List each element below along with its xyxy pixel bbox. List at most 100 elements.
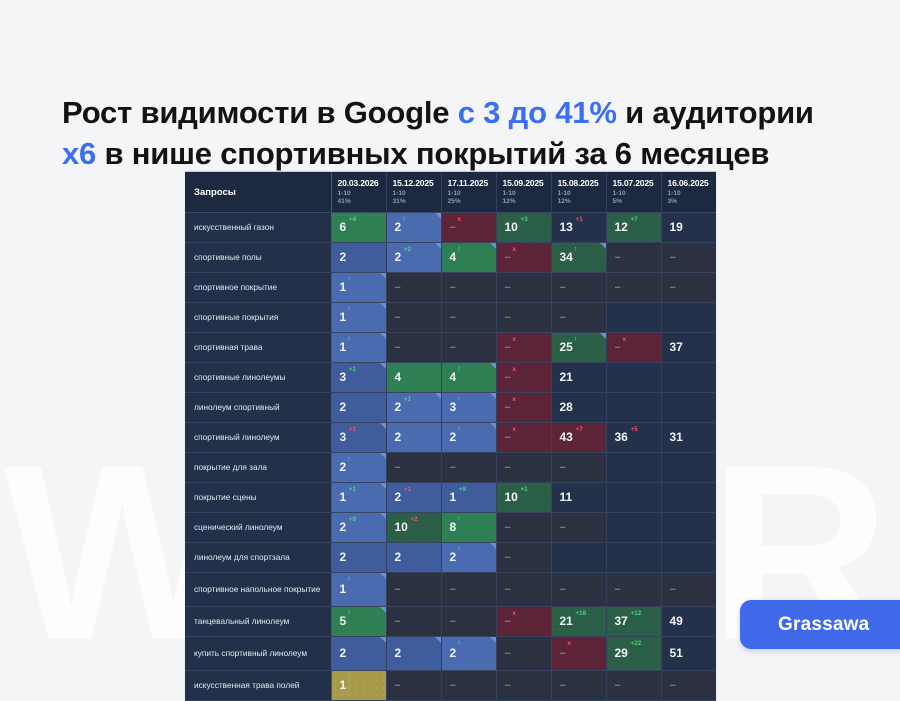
rank-cell[interactable]: -- [386, 302, 442, 333]
rank-cell[interactable] [661, 302, 716, 333]
rank-cell[interactable]: 1 +9 [441, 482, 497, 513]
rank-cell[interactable]: -- x [496, 362, 552, 393]
rank-cell[interactable]: 49 [661, 606, 716, 637]
rank-cell[interactable] [606, 362, 662, 393]
rank-cell[interactable] [661, 392, 716, 423]
rank-cell[interactable]: 1 ↑ [331, 302, 387, 333]
rank-cell[interactable]: 25 ↑ [551, 332, 607, 363]
rank-cell[interactable]: 31 [661, 422, 716, 453]
row-keyword-label[interactable]: спортивное напольное покрытие [185, 572, 332, 607]
rank-cell[interactable]: 51 [661, 636, 716, 671]
row-keyword-label[interactable]: спортивная трава [185, 332, 332, 363]
rank-cell[interactable]: 2 +2 [386, 242, 442, 273]
rank-cell[interactable]: 3 +1 [331, 362, 387, 393]
rank-cell[interactable]: -- x [496, 422, 552, 453]
rank-cell[interactable]: 1 ↑ [331, 572, 387, 607]
rank-cell[interactable] [606, 482, 662, 513]
rank-cell[interactable] [606, 392, 662, 423]
rank-cell[interactable]: 2 [331, 636, 387, 671]
rank-cell[interactable]: 2 [386, 542, 442, 573]
rank-cell[interactable] [661, 452, 716, 483]
column-header-date-2[interactable]: 15.12.2025 1-10 31% [386, 172, 442, 213]
rank-cell[interactable]: 2 ↑ [441, 636, 497, 671]
rank-cell[interactable]: -- [606, 242, 662, 273]
rank-cell[interactable]: -- [386, 332, 442, 363]
rank-cell[interactable]: 4 [386, 362, 442, 393]
rank-cell[interactable]: 1 ↑ [331, 332, 387, 363]
rank-cell[interactable]: -- x [496, 392, 552, 423]
rank-cell[interactable]: -- [496, 512, 552, 543]
column-header-keyword[interactable]: Запросы [185, 172, 332, 213]
rank-cell[interactable]: 36 +5 [606, 422, 662, 453]
rank-cell[interactable]: 4 ↑ [441, 362, 497, 393]
rank-cell[interactable]: -- [496, 542, 552, 573]
rank-cell[interactable]: 2 [331, 242, 387, 273]
rank-cell[interactable]: -- [496, 272, 552, 303]
rank-cell[interactable]: -- x [441, 212, 497, 243]
rank-cell[interactable]: 2 [331, 542, 387, 573]
row-keyword-label[interactable]: покрытие для зала [185, 452, 332, 483]
rank-cell[interactable] [606, 452, 662, 483]
rank-cell[interactable]: -- [551, 572, 607, 607]
column-header-date-3[interactable]: 17.11.2025 1-10 25% [441, 172, 497, 213]
rank-cell[interactable]: 19 [661, 212, 716, 243]
rank-cell[interactable]: -- [551, 272, 607, 303]
rank-cell[interactable]: -- x [496, 606, 552, 637]
row-keyword-label[interactable]: спортивные линолеумы [185, 362, 332, 393]
row-keyword-label[interactable]: спортивный линолеум [185, 422, 332, 453]
rank-cell[interactable]: 34 ↑ [551, 242, 607, 273]
rank-cell[interactable]: 2 ↑ [441, 422, 497, 453]
brand-button[interactable]: Grassawa [740, 600, 900, 649]
rank-cell[interactable]: -- [496, 636, 552, 671]
rank-cell[interactable]: -- [661, 572, 716, 607]
rank-cell[interactable] [661, 542, 716, 573]
rank-cell[interactable]: 37 +12 [606, 606, 662, 637]
rank-cell[interactable]: 37 [661, 332, 716, 363]
rank-cell[interactable]: 2 +1 [386, 392, 442, 423]
rank-cell[interactable] [661, 512, 716, 543]
rank-cell[interactable]: -- [661, 272, 716, 303]
rank-cell[interactable]: 12 +7 [606, 212, 662, 243]
rank-cell[interactable] [606, 512, 662, 543]
rank-cell[interactable]: -- [386, 272, 442, 303]
rank-cell[interactable]: 10 +1 [496, 482, 552, 513]
column-header-date-7[interactable]: 16.06.2025 1-10 3% [661, 172, 716, 213]
column-header-date-1[interactable]: 20.03.2026 1-10 41% [331, 172, 387, 213]
row-keyword-label[interactable]: спортивное покрытие [185, 272, 332, 303]
rank-cell[interactable]: 5 ↑ [331, 606, 387, 637]
rank-cell[interactable]: 28 [551, 392, 607, 423]
rank-cell[interactable]: 2 [386, 422, 442, 453]
rank-cell[interactable]: 6 +4 [331, 212, 387, 243]
rank-cell[interactable]: -- [386, 572, 442, 607]
rank-cell[interactable]: -- [441, 572, 497, 607]
rank-cell[interactable]: 2 [386, 636, 442, 671]
row-keyword-label[interactable]: линолеум для спортзала [185, 542, 332, 573]
rank-cell[interactable]: 21 [551, 362, 607, 393]
row-keyword-label[interactable]: танцевальный линолеум [185, 606, 332, 637]
column-header-date-5[interactable]: 15.08.2025 1-10 12% [551, 172, 607, 213]
rank-cell[interactable]: -- [441, 302, 497, 333]
rank-cell[interactable] [661, 362, 716, 393]
rank-cell[interactable]: 8 ↑ [441, 512, 497, 543]
rank-cell[interactable]: 2 ↑ [331, 452, 387, 483]
rank-cell[interactable]: -- [496, 302, 552, 333]
rank-cell[interactable]: 10 +2 [386, 512, 442, 543]
rank-cell[interactable]: -- [551, 452, 607, 483]
rank-cell[interactable]: -- x [551, 636, 607, 671]
rank-cell[interactable]: 21 +16 [551, 606, 607, 637]
rank-cell[interactable]: -- [496, 452, 552, 483]
rank-cell[interactable]: -- [441, 332, 497, 363]
rank-cell[interactable]: 2 ↑ [386, 212, 442, 243]
rank-cell[interactable]: -- [606, 572, 662, 607]
rank-cell[interactable]: 1 +1 [331, 482, 387, 513]
rank-cell[interactable]: 29 +22 [606, 636, 662, 671]
rank-cell[interactable]: 3 ↑ [441, 392, 497, 423]
rank-cell[interactable]: -- [386, 452, 442, 483]
rank-cell[interactable]: 13 +1 [551, 212, 607, 243]
rank-cell[interactable] [606, 302, 662, 333]
rank-cell[interactable]: 43 +7 [551, 422, 607, 453]
row-keyword-label[interactable]: купить спортивный линолеум [185, 636, 332, 671]
rank-cell[interactable]: 2 ↑ [441, 542, 497, 573]
rank-cell[interactable]: 4 ↑ [441, 242, 497, 273]
row-keyword-label[interactable]: искусственный газон [185, 212, 332, 243]
